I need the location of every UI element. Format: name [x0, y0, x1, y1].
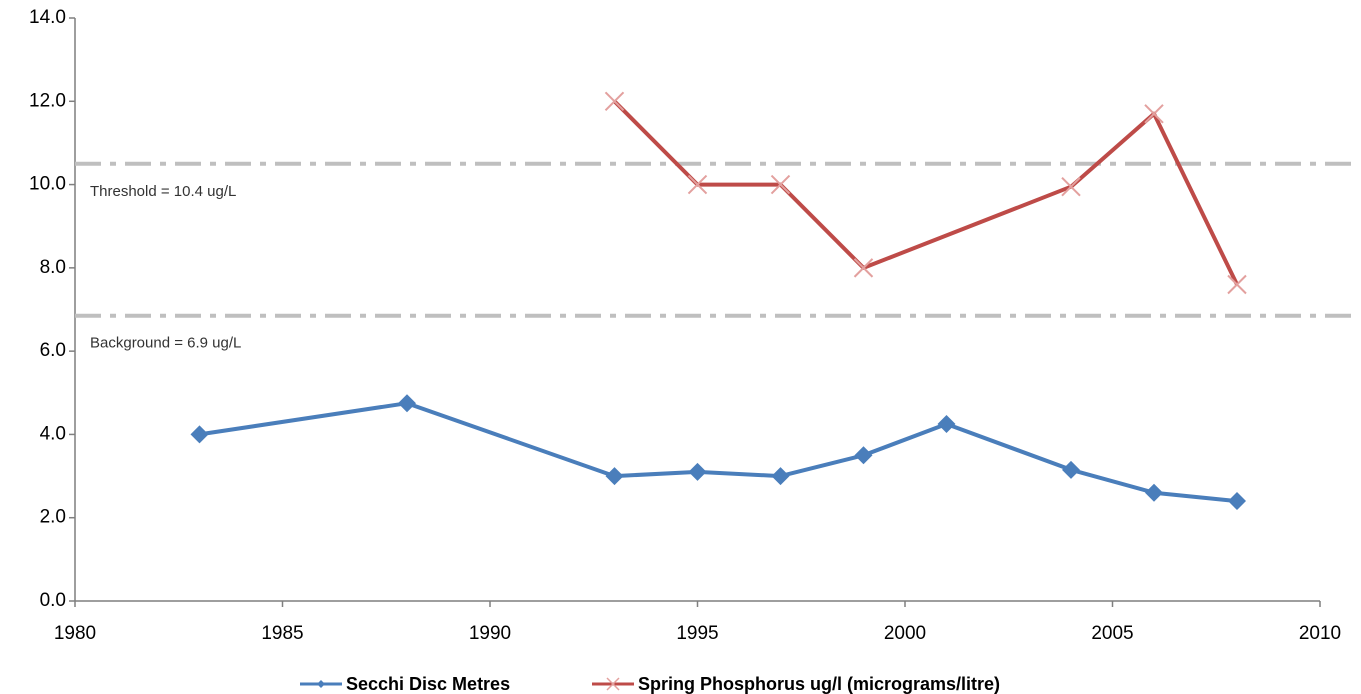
reference-line-label: Background = 6.9 ug/L	[90, 335, 241, 352]
data-point-marker	[688, 462, 707, 481]
data-point-marker	[687, 174, 708, 195]
legend-swatch-marker	[606, 677, 620, 691]
data-point-marker	[937, 415, 956, 434]
y-tick-label: 4.0	[40, 423, 66, 444]
data-point-marker	[1227, 274, 1247, 295]
series-line	[613, 99, 1239, 286]
y-tick-label: 8.0	[40, 257, 66, 278]
data-point-marker	[770, 174, 791, 195]
x-tick-label: 1995	[676, 623, 718, 644]
x-tick-label: 2000	[884, 623, 926, 644]
data-point-marker	[604, 91, 625, 111]
data-point-marker	[771, 467, 790, 486]
y-tick-label: 6.0	[40, 340, 66, 361]
y-tick-label: 12.0	[29, 90, 66, 111]
x-tick-label: 2005	[1091, 623, 1133, 644]
x-tick-label: 2010	[1299, 623, 1341, 644]
x-tick-label: 1990	[469, 623, 511, 644]
legend-label: Secchi Disc Metres	[346, 674, 510, 694]
data-point-marker	[853, 258, 874, 278]
x-tick-label: 1985	[261, 623, 303, 644]
data-point-marker	[190, 425, 209, 444]
data-point-marker	[398, 394, 416, 413]
data-point-marker	[854, 446, 873, 465]
legend-swatch-marker	[317, 680, 325, 688]
data-point-marker	[1145, 483, 1163, 502]
data-point-marker	[1228, 492, 1246, 511]
data-point-marker	[1144, 104, 1164, 124]
data-point-marker	[1061, 176, 1081, 197]
legend-label: Spring Phosphorus ug/l (micrograms/litre…	[638, 674, 1000, 694]
y-tick-label: 10.0	[29, 174, 66, 195]
series-line	[199, 401, 1238, 504]
y-tick-label: 14.0	[29, 7, 66, 28]
data-point-marker	[1062, 460, 1080, 479]
reference-line-label: Threshold = 10.4 ug/L	[90, 183, 236, 200]
y-tick-label: 0.0	[40, 590, 66, 611]
data-point-marker	[605, 467, 624, 486]
y-tick-label: 2.0	[40, 507, 66, 528]
x-tick-label: 1980	[54, 623, 96, 644]
